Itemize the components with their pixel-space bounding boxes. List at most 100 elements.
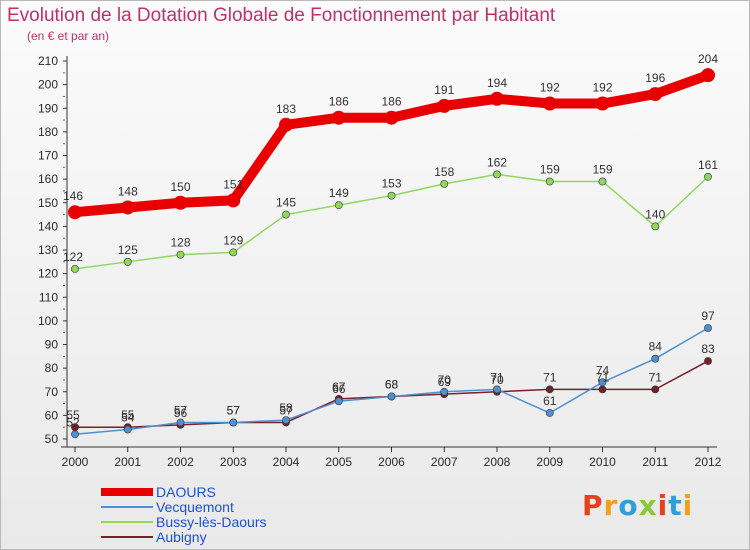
y-tick-label: 130 (38, 243, 58, 257)
data-label: 162 (487, 155, 507, 169)
x-tick-label: 2002 (167, 455, 194, 469)
data-point (493, 170, 501, 179)
data-label: 58 (279, 401, 293, 415)
x-tick-label: 2006 (378, 455, 405, 469)
x-tick-label: 2009 (536, 455, 563, 469)
data-label: 158 (434, 165, 454, 179)
data-label: 57 (227, 403, 241, 417)
data-label: 140 (645, 207, 665, 221)
legend-swatch (101, 506, 153, 508)
chart-title: Evolution de la Dotation Globale de Fonc… (7, 5, 556, 26)
data-label: 71 (490, 370, 504, 384)
legend-label: DAOURS (156, 484, 216, 500)
data-label: 55 (121, 408, 135, 422)
y-tick-label: 70 (45, 385, 59, 399)
logo-letter: x (638, 489, 658, 522)
data-label: 125 (118, 243, 138, 257)
data-point (651, 354, 660, 363)
legend-label: Bussy-lès-Daours (156, 514, 267, 530)
data-label: 161 (698, 158, 718, 172)
data-label: 204 (698, 52, 718, 66)
data-point (437, 98, 452, 113)
data-point (176, 418, 185, 427)
data-label: 61 (543, 394, 557, 408)
data-label: 66 (332, 382, 346, 396)
data-point (598, 177, 607, 186)
data-label: 70 (438, 373, 452, 387)
data-point (173, 195, 188, 210)
x-tick-label: 2011 (642, 455, 668, 469)
logo-letter: r (603, 489, 619, 522)
data-point (701, 68, 715, 83)
data-point (595, 96, 610, 111)
data-label: 128 (170, 236, 190, 250)
data-label: 83 (701, 342, 715, 356)
brand-logo: Proxiti (582, 489, 693, 522)
data-point (123, 257, 132, 266)
data-label: 183 (276, 102, 296, 116)
x-tick-label: 2003 (220, 455, 247, 469)
data-label: 153 (381, 177, 401, 191)
y-tick-label: 90 (45, 338, 59, 352)
data-label: 148 (118, 184, 138, 198)
x-tick-label: 2004 (273, 455, 300, 469)
logo-letter: i (682, 489, 694, 522)
data-point (334, 201, 343, 210)
x-tick-label: 2000 (62, 455, 89, 469)
data-point (334, 397, 343, 406)
data-point (71, 430, 79, 439)
y-tick-label: 180 (38, 125, 58, 139)
data-label: 192 (592, 81, 612, 95)
data-point (331, 110, 346, 125)
data-label: 70 (490, 373, 504, 387)
data-point (226, 193, 241, 208)
y-tick-label: 60 (45, 408, 59, 422)
data-point (598, 378, 607, 387)
data-label: 68 (385, 377, 399, 391)
data-point (123, 425, 132, 434)
x-tick-label: 2001 (114, 455, 141, 469)
logo-letter: i (657, 489, 669, 522)
data-point (384, 110, 399, 125)
y-tick-label: 190 (38, 101, 58, 115)
data-label: 57 (279, 403, 293, 417)
data-label: 151 (223, 177, 243, 191)
data-point (282, 416, 290, 424)
y-tick-label: 210 (38, 54, 58, 68)
data-label: 57 (174, 403, 188, 417)
data-label: 52 (66, 415, 80, 429)
data-label: 84 (649, 340, 663, 354)
data-point (598, 385, 607, 394)
y-tick-label: 100 (38, 314, 58, 328)
data-point (490, 91, 504, 106)
data-point (120, 200, 135, 215)
logo-letter: P (582, 489, 604, 522)
y-tick-label: 140 (38, 219, 58, 233)
y-tick-label: 150 (38, 196, 58, 210)
data-label: 186 (381, 95, 401, 109)
data-label: 194 (487, 76, 507, 90)
data-point (651, 385, 660, 394)
data-label: 191 (434, 83, 454, 97)
data-point (545, 177, 554, 186)
chart-subtitle: (en € et par an) (27, 29, 110, 43)
data-point (387, 191, 396, 200)
data-label: 97 (701, 309, 715, 323)
data-label: 146 (63, 189, 83, 203)
legend-label: Vecquemont (156, 499, 234, 515)
data-point (704, 172, 712, 181)
data-point (68, 205, 82, 220)
data-label: 129 (223, 233, 243, 247)
data-point (229, 418, 238, 427)
data-label: 186 (329, 95, 349, 109)
y-tick-label: 80 (45, 361, 59, 375)
data-label: 71 (543, 370, 557, 384)
data-label: 57 (227, 403, 241, 417)
data-label: 192 (540, 81, 560, 95)
logo-letter: t (668, 489, 683, 522)
data-label: 159 (540, 162, 560, 176)
data-point (71, 264, 79, 273)
data-label: 196 (645, 71, 665, 85)
